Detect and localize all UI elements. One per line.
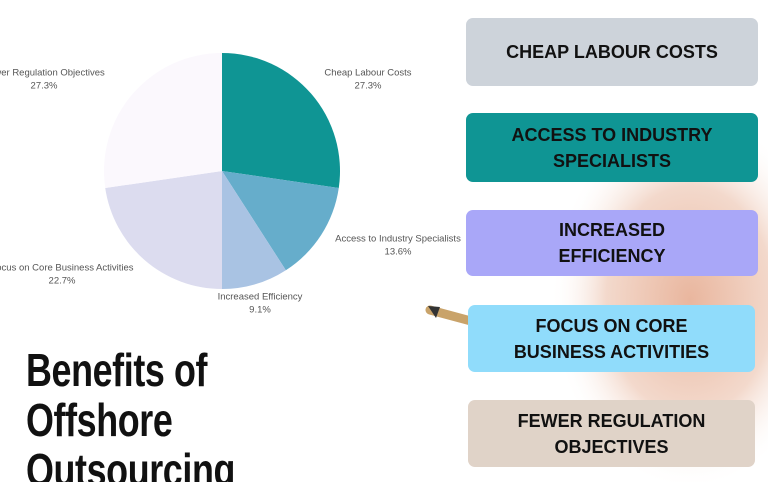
slice-label: Access to Industry Specialists — [335, 234, 461, 245]
pie-slice — [104, 53, 222, 188]
benefit-card: CHEAP LABOUR COSTS — [466, 18, 758, 86]
slice-label: Fewer Regulation Objectives — [0, 68, 105, 79]
pie-slice — [105, 171, 222, 289]
slice-label: Increased Efficiency — [218, 292, 303, 303]
slice-label: Cheap Labour Costs — [324, 68, 411, 79]
benefit-card: INCREASED EFFICIENCY — [466, 210, 758, 276]
pie-slice — [222, 171, 286, 289]
title: Benefits of Offshore Outsourcing — [26, 344, 236, 482]
benefit-card: ACCESS TO INDUSTRY SPECIALISTS — [466, 113, 758, 182]
slice-value-label: 13.6% — [385, 247, 412, 258]
slice-value-label: 22.7% — [49, 276, 76, 287]
slice-value-label: 9.1% — [249, 305, 271, 316]
benefit-card: FOCUS ON CORE BUSINESS ACTIVITIES — [468, 305, 755, 372]
benefit-card: FEWER REGULATION OBJECTIVES — [468, 400, 755, 467]
pie-slice — [222, 171, 339, 271]
slice-value-label: 27.3% — [355, 81, 382, 92]
slice-label: Focus on Core Business Activities — [0, 263, 134, 274]
slice-value-label: 27.3% — [31, 81, 58, 92]
pie-slice — [222, 53, 340, 188]
